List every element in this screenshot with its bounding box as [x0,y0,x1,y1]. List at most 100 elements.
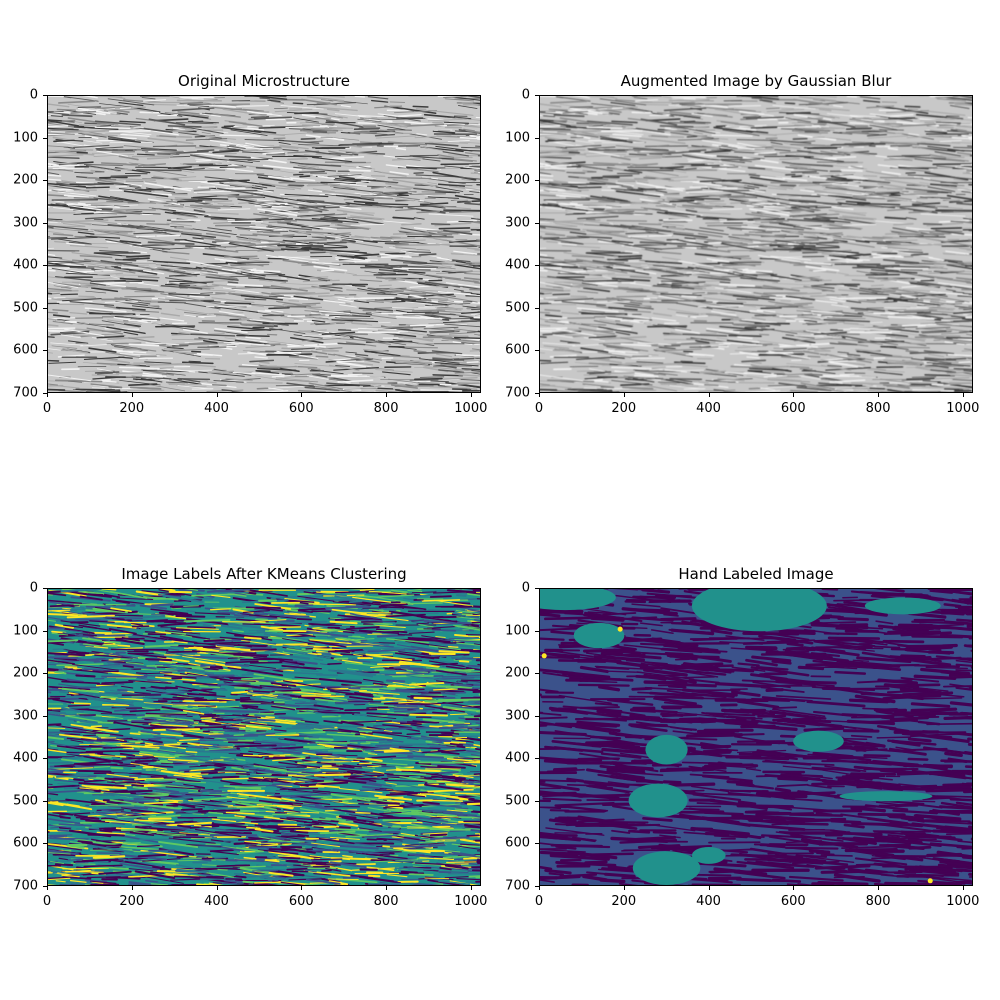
y-tick-label: 500 [13,793,38,809]
y-tick-mark [43,393,47,394]
y-tick-mark [535,800,539,802]
y-tick-label: 200 [13,665,38,681]
y-tick-mark [535,886,539,887]
x-tick-label: 600 [780,401,806,416]
y-tick-mark [535,137,539,139]
x-tick-mark [216,393,218,397]
panel-title: Original Microstructure [178,72,350,90]
y-tick-mark [535,715,539,717]
y-tick-mark [535,630,539,632]
y-tick-mark [43,800,47,802]
x-tick-label: 0 [534,401,544,416]
y-tick-label: 600 [13,342,38,358]
y-tick-mark [43,588,47,589]
x-tick-mark [539,886,540,890]
x-tick-label: 200 [611,401,637,416]
x-tick-label: 1000 [454,894,488,909]
x-tick-label: 600 [288,401,314,416]
x-tick-mark [623,886,625,890]
x-tick-label: 200 [611,894,637,909]
x-tick-label: 400 [204,401,229,416]
image-original [47,95,481,393]
panel-kmeans: Image Labels After KMeans Clustering 0 20… [13,565,487,909]
x-tick-label: 1000 [454,401,488,416]
x-tick-label: 400 [696,401,721,416]
panel-original: Original Microstructure 0 200 400 600 800 100… [13,72,487,416]
y-tick-label: 200 [13,172,38,188]
x-tick-mark [962,886,964,890]
x-tick-mark [793,886,795,890]
x-tick-label: 800 [373,894,399,909]
y-tick-label: 600 [505,835,530,851]
y-tick-label: 500 [505,793,530,809]
x-tick-mark [708,886,710,890]
x-tick-label: 600 [288,894,314,909]
y-tick-label: 0 [29,580,38,596]
x-tick-mark [216,886,218,890]
x-tick-label: 600 [780,894,806,909]
y-tick-mark [535,95,539,96]
y-tick-mark [43,222,47,224]
y-tick-mark [535,673,539,675]
x-tick-label: 800 [373,401,399,416]
y-tick-label: 400 [505,257,530,273]
y-tick-label: 600 [13,835,38,851]
panel-title: Hand Labeled Image [678,565,834,583]
y-tick-mark [43,673,47,675]
panel-title: Image Labels After KMeans Clustering [121,565,407,583]
y-tick-label: 200 [505,172,530,188]
y-tick-label: 500 [505,300,530,316]
y-tick-mark [43,886,47,887]
y-tick-label: 400 [13,750,38,766]
y-tick-mark [43,307,47,309]
y-tick-mark [43,265,47,267]
y-tick-mark [43,630,47,632]
x-tick-label: 1000 [946,401,980,416]
x-tick-mark [131,886,133,890]
panel-title: Augmented Image by Gaussian Blur [620,72,892,90]
x-tick-label: 400 [696,894,721,909]
y-tick-mark [43,758,47,760]
y-tick-label: 300 [13,708,38,724]
y-tick-label: 300 [505,708,530,724]
y-tick-label: 700 [13,385,38,401]
image-kmeans-labels [47,588,481,886]
y-tick-label: 700 [13,878,38,894]
x-tick-label: 800 [865,401,891,416]
y-tick-mark [535,180,539,182]
y-tick-mark [535,307,539,309]
x-tick-mark [470,393,472,397]
x-tick-mark [386,393,388,397]
y-tick-mark [535,843,539,845]
y-tick-label: 400 [505,750,530,766]
x-tick-label: 800 [865,894,891,909]
y-tick-label: 100 [505,130,530,146]
y-tick-label: 300 [13,215,38,231]
y-tick-label: 100 [13,623,38,639]
y-tick-mark [535,350,539,352]
y-tick-label: 100 [505,623,530,639]
x-tick-mark [962,393,964,397]
x-tick-mark [470,886,472,890]
x-tick-label: 0 [42,401,52,416]
x-tick-mark [301,393,303,397]
x-tick-mark [47,886,48,890]
y-tick-mark [43,350,47,352]
y-tick-label: 0 [521,580,530,596]
x-tick-mark [47,393,48,397]
y-tick-label: 200 [505,665,530,681]
y-tick-label: 300 [505,215,530,231]
x-tick-mark [878,886,880,890]
x-tick-mark [708,393,710,397]
y-tick-mark [43,843,47,845]
y-tick-mark [535,758,539,760]
panel-augmented: Augmented Image by Gaussian Blur 0 200 400… [505,72,979,416]
x-tick-label: 200 [119,401,145,416]
y-tick-mark [43,180,47,182]
y-tick-mark [43,715,47,717]
x-tick-mark [301,886,303,890]
image-augmented [539,95,973,393]
x-tick-mark [386,886,388,890]
x-tick-label: 0 [534,894,544,909]
x-tick-mark [131,393,133,397]
